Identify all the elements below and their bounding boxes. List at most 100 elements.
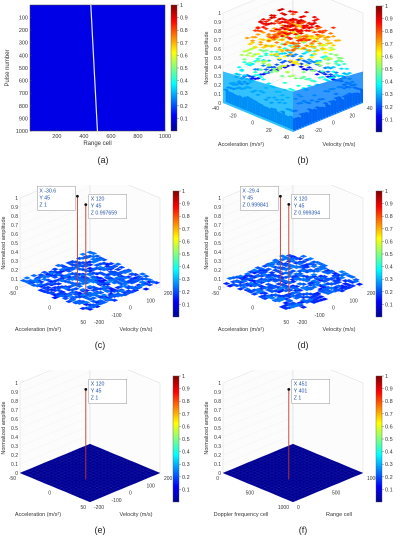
- surface-cell: [343, 67, 350, 71]
- colorbar-tick-label: 0.1: [385, 117, 393, 123]
- surface-cell: [303, 300, 311, 304]
- datatip-box: [88, 379, 128, 404]
- surface-cell: [260, 60, 267, 63]
- z-tick-label: 1: [218, 11, 221, 17]
- surface-cell: [298, 65, 305, 69]
- surface-cell: [142, 287, 150, 291]
- surface-cell: [303, 258, 311, 262]
- colorbar-tick-label: 0.3: [182, 462, 190, 468]
- surface-cell: [314, 24, 321, 28]
- surface-cell: [89, 288, 98, 292]
- surface-cell: [333, 53, 340, 57]
- surface-cell: [121, 270, 129, 275]
- surface-cell: [54, 288, 63, 292]
- surface-cell: [324, 271, 332, 275]
- z-axis-label: Normalized amplitude: [1, 216, 7, 269]
- y-tick-label: 600: [19, 79, 28, 85]
- surface-cell: [285, 253, 294, 258]
- colorbar-tick-label: 0.9: [180, 16, 188, 22]
- surface-cell: [114, 267, 122, 272]
- z-tick-label: 0.5: [214, 241, 221, 247]
- surface-cell: [320, 274, 329, 279]
- surface-cell: [276, 17, 283, 21]
- surface-cell: [276, 32, 283, 36]
- surface-cell: [303, 295, 311, 299]
- surface-cell: [292, 277, 301, 281]
- z-tick-label: 0.7: [214, 408, 221, 414]
- surface-cell: [287, 51, 294, 54]
- surface-cell: [265, 82, 272, 85]
- surface-cell: [348, 280, 357, 284]
- surface-cell: [327, 282, 336, 286]
- y-tick-label: -100: [112, 498, 122, 504]
- y-tick-label: 0: [297, 505, 300, 511]
- surface-cell: [236, 287, 245, 291]
- z-tick-label: 0.5: [11, 241, 18, 247]
- z-tick-label: 0.7: [214, 38, 221, 44]
- surface-cell: [327, 286, 336, 290]
- datatip-label_z: Z 0.997659: [91, 211, 117, 217]
- datatip-label_y: Y 45: [242, 195, 253, 201]
- surface-cell: [124, 291, 133, 295]
- surface-cell: [261, 286, 269, 290]
- surface-cell: [247, 270, 255, 274]
- surface-cell: [299, 298, 308, 302]
- surface-cell: [268, 44, 275, 48]
- surface-cell: [263, 68, 270, 71]
- surface-cell: [316, 64, 323, 67]
- surface-cell: [310, 273, 318, 277]
- surface-cell: [320, 283, 329, 287]
- surface-cell: [295, 84, 302, 88]
- surface-cell: [238, 69, 245, 73]
- z-tick-label: 1: [15, 381, 18, 387]
- surface-cell: [284, 49, 291, 52]
- surface-cell: [268, 14, 275, 17]
- z-axis-label: Normalized amplitude: [204, 401, 210, 454]
- surface-cell: [268, 271, 276, 275]
- surface-cell: [89, 260, 98, 264]
- surface-cell: [282, 306, 290, 310]
- surface-cell: [281, 81, 288, 85]
- surface-cell: [322, 38, 329, 41]
- surface-cell: [82, 264, 91, 268]
- surface-cell: [322, 55, 329, 58]
- surface-cell: [79, 273, 87, 277]
- surface-cell: [284, 21, 291, 25]
- surface-cell: [260, 22, 267, 25]
- y-tick-label: -20: [315, 128, 322, 134]
- surface-cell: [313, 280, 322, 284]
- surface-cell: [306, 298, 315, 302]
- caption-a: (a): [97, 155, 109, 165]
- z-axis-label: Normalized amplitude: [1, 401, 7, 454]
- surface-cell: [89, 277, 98, 281]
- surface-cell: [303, 35, 310, 39]
- surface-cell: [271, 285, 280, 289]
- surface-cell: [89, 275, 98, 279]
- z-gridline: [19, 425, 91, 456]
- z-tick-label: 0.5: [11, 426, 18, 432]
- surface-cell: [86, 498, 94, 503]
- colorbar-tick-label: 0.6: [385, 239, 393, 245]
- z-gridline: [222, 371, 294, 402]
- surface-cell: [89, 251, 98, 256]
- z-gridline: [222, 0, 255, 14]
- surface-cell: [290, 28, 296, 31]
- z-tick-label: 0.7: [11, 223, 18, 229]
- surface-cell: [290, 20, 296, 24]
- surface-cell: [33, 284, 42, 288]
- z-gridline: [222, 380, 294, 411]
- z-axis-label: Normalized amplitude: [204, 216, 210, 269]
- chart-b: 0 0.1 0.2 0.3 0.4 0.5 0.6 0.7 0.8 0.9 1 Normalized …: [204, 0, 393, 148]
- surface-cell: [65, 293, 73, 298]
- surface-cell: [114, 276, 122, 280]
- surface-cell: [54, 263, 63, 268]
- datatip-label_x: X 120: [294, 196, 308, 202]
- surface-cell: [233, 279, 241, 284]
- peak-marker: [84, 387, 88, 391]
- surface-cell: [96, 282, 105, 286]
- surface-cell: [327, 76, 334, 80]
- surface-cell: [263, 49, 270, 52]
- surface-cell: [100, 293, 108, 297]
- colorbar-tick-label: 0.4: [182, 450, 190, 456]
- surface-cell: [295, 58, 302, 62]
